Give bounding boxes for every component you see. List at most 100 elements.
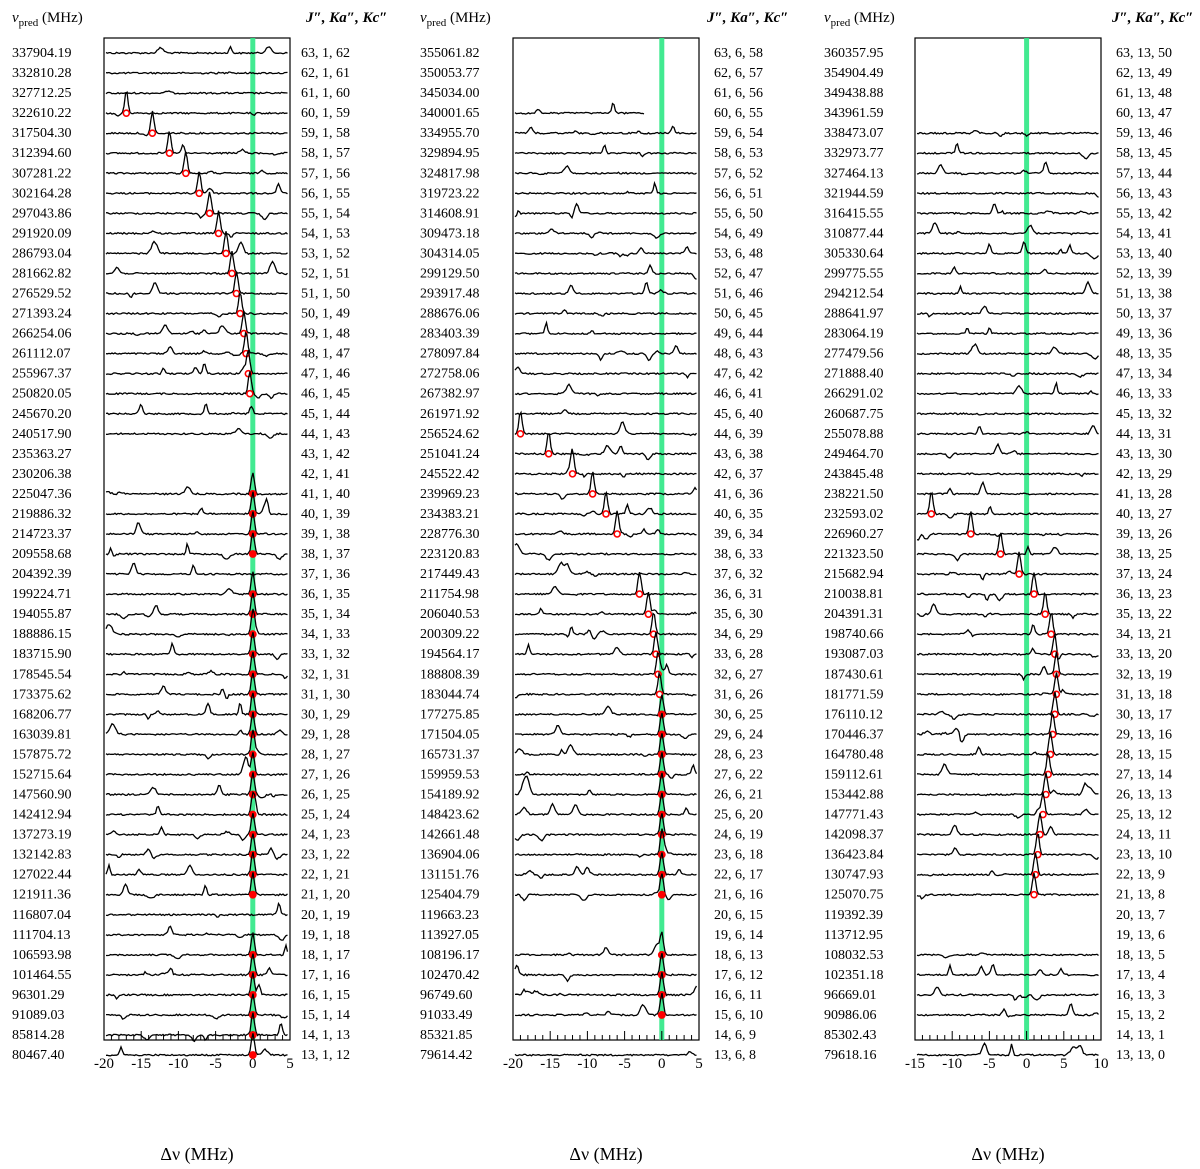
row-frequency: 283403.39 [420, 327, 480, 342]
spectrum-trace [514, 281, 697, 296]
row-quantum-numbers: 30, 1, 29 [301, 707, 350, 722]
row-quantum-numbers: 61, 13, 48 [1116, 86, 1172, 101]
row-frequency: 142412.94 [12, 808, 72, 823]
row-quantum-numbers: 48, 1, 47 [301, 347, 350, 362]
row-quantum-numbers: 49, 1, 48 [301, 327, 350, 342]
spectrum-trace [916, 280, 1099, 296]
row-frequency: 305330.64 [824, 246, 884, 261]
spectrum-trace [105, 953, 288, 977]
row-quantum-numbers: 44, 13, 31 [1116, 427, 1172, 442]
row-frequency: 125404.79 [420, 888, 480, 903]
spectrum-trace [916, 651, 1099, 682]
spectrum-trace [105, 210, 288, 238]
row-frequency: 131151.76 [420, 868, 479, 883]
assignment-marker-open [222, 249, 230, 258]
spectrum-trace [514, 671, 697, 699]
spectrum-trace [514, 164, 697, 176]
x-tick-label: -10 [577, 1056, 597, 1072]
spectrum-trace [514, 953, 697, 983]
row-frequency: 294212.54 [824, 287, 884, 302]
row-frequency: 215682.94 [824, 567, 884, 582]
assignment-marker-open [588, 490, 597, 498]
spectrum-trace [105, 231, 288, 256]
spectrum-trace [514, 571, 697, 597]
row-quantum-numbers: 59, 6, 54 [714, 126, 763, 141]
row-quantum-numbers: 17, 13, 4 [1116, 968, 1165, 983]
row-frequency: 345034.00 [420, 86, 480, 101]
assignment-marker-open [205, 209, 214, 218]
row-frequency: 343961.59 [824, 106, 884, 121]
row-quantum-numbers: 26, 13, 13 [1116, 788, 1172, 803]
row-quantum-numbers: 37, 1, 36 [301, 567, 350, 582]
spectrum-trace [916, 480, 1099, 496]
spectrum-trace [105, 472, 288, 496]
panel-2: νpred (MHz) J″, Ka″, Kc″ -20 -15 -10 -5 0 5 Δν (… [420, 10, 789, 1165]
row-quantum-numbers: 58, 13, 45 [1116, 146, 1172, 161]
spectrum-trace [105, 562, 288, 576]
row-quantum-numbers: 20, 6, 15 [714, 908, 763, 923]
row-frequency: 228776.30 [420, 527, 480, 542]
row-frequency: 266291.02 [824, 387, 884, 402]
row-frequency: 159112.61 [824, 767, 883, 782]
spectrum-trace [916, 1003, 1099, 1018]
row-quantum-numbers: 15, 1, 14 [301, 1008, 350, 1023]
row-quantum-numbers: 21, 6, 16 [714, 888, 763, 903]
spectrum-trace [514, 972, 698, 997]
spectrum-trace [916, 751, 1099, 777]
row-quantum-numbers: 63, 6, 58 [714, 46, 763, 61]
row-frequency: 327464.13 [824, 166, 884, 181]
header-pred: pred [19, 17, 39, 29]
row-frequency: 239969.23 [420, 487, 480, 502]
row-quantum-numbers: 43, 13, 30 [1116, 447, 1172, 462]
row-frequency: 119392.39 [824, 908, 883, 923]
x-tick-label: -10 [942, 1056, 962, 1072]
assignment-marker-filled [248, 890, 257, 899]
row-frequency: 272758.06 [420, 367, 480, 382]
spectrum-trace [105, 592, 288, 620]
row-frequency: 245670.20 [12, 407, 72, 422]
row-quantum-numbers: 28, 6, 23 [714, 747, 763, 762]
spectrum-trace [105, 851, 288, 877]
assignment-marker-open [516, 429, 525, 438]
row-frequency: 204391.31 [824, 607, 884, 622]
spectrum-trace [105, 752, 288, 777]
row-quantum-numbers: 25, 13, 12 [1116, 808, 1172, 823]
spectrum-trace [514, 733, 697, 757]
row-quantum-numbers: 13, 1, 12 [301, 1048, 350, 1063]
row-quantum-numbers: 18, 13, 5 [1116, 948, 1165, 963]
spectrum-trace [105, 711, 288, 736]
row-quantum-numbers: 33, 6, 28 [714, 647, 763, 662]
assignment-marker-open [602, 510, 610, 518]
row-quantum-numbers: 49, 13, 36 [1116, 327, 1172, 342]
row-frequency: 193087.03 [824, 647, 884, 662]
row-quantum-numbers: 40, 6, 35 [714, 507, 763, 522]
spectrum-trace [916, 613, 1099, 638]
row-frequency: 349438.88 [824, 86, 884, 101]
row-quantum-numbers: 23, 6, 18 [714, 848, 763, 863]
spectrum-trace [106, 692, 288, 721]
row-quantum-numbers: 47, 13, 34 [1116, 367, 1172, 382]
x-axis-label: Δν (MHz) [160, 1144, 233, 1165]
row-quantum-numbers: 26, 1, 25 [301, 788, 350, 803]
header-quantum-numbers: J″, Ka″, Kc″ [305, 10, 388, 26]
row-frequency: 79618.16 [824, 1048, 877, 1063]
spectrum-trace [916, 380, 1099, 396]
spectrum-trace [105, 833, 288, 861]
row-quantum-numbers: 62, 6, 57 [714, 66, 763, 81]
x-tick-label: 5 [695, 1056, 703, 1072]
assignment-marker-filled [248, 550, 257, 558]
row-frequency: 108196.17 [420, 948, 480, 963]
row-quantum-numbers: 24, 1, 23 [301, 828, 350, 843]
row-frequency: 183044.74 [420, 687, 480, 702]
x-tick-label: 0 [658, 1056, 666, 1072]
row-frequency: 119663.23 [420, 908, 479, 923]
assignment-marker-open [544, 450, 553, 458]
spectrum-trace [106, 250, 288, 276]
row-quantum-numbers: 17, 1, 16 [301, 968, 350, 983]
spectrum-trace [514, 1050, 697, 1057]
spectrum-trace [105, 925, 288, 941]
spectrum-trace [105, 271, 288, 299]
spectrum-trace [106, 932, 289, 960]
row-frequency: 127022.44 [12, 868, 72, 883]
row-frequency: 291920.09 [12, 226, 72, 241]
